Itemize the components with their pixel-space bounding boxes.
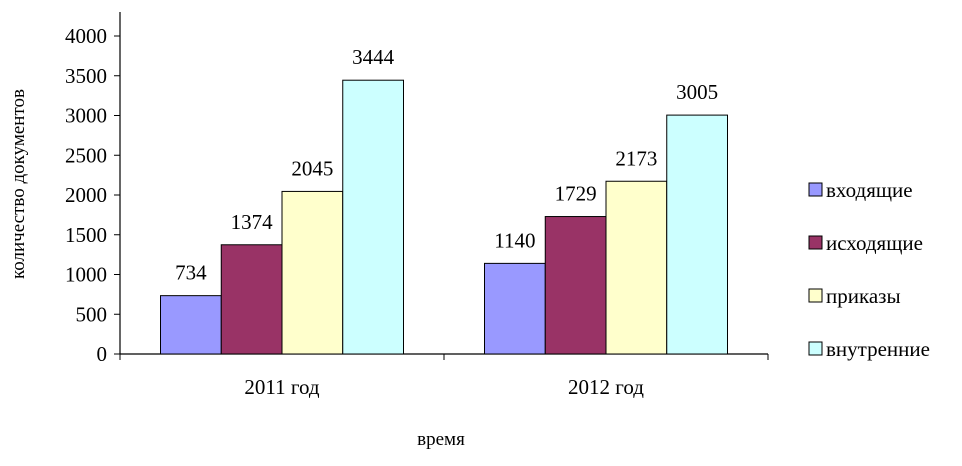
- bar: [281, 190, 344, 355]
- x-axis: 2011 год 2012 год: [119, 353, 769, 399]
- y-tick-label: 2500: [65, 143, 107, 167]
- legend-label: исходящие: [826, 231, 923, 255]
- data-label: 3005: [676, 80, 718, 104]
- legend-label: внутренние: [826, 337, 930, 361]
- bar: [544, 216, 607, 355]
- data-label: 2173: [615, 146, 657, 170]
- legend-label: приказы: [826, 284, 901, 308]
- bars: [160, 79, 728, 355]
- bar: [666, 114, 728, 355]
- y-tick-label: 1500: [65, 223, 107, 247]
- legend-swatch: [808, 235, 823, 250]
- y-axis-title: количество документов: [8, 89, 29, 279]
- y-tick-label: 500: [76, 302, 108, 326]
- y-tick-label: 0: [97, 342, 108, 366]
- bar: [160, 295, 222, 355]
- x-tick-label: 2012 год: [568, 375, 644, 399]
- data-label: 2045: [291, 156, 333, 180]
- legend-label: входящие: [826, 178, 913, 202]
- y-tick-label: 4000: [65, 24, 107, 48]
- y-tick-label: 2000: [65, 183, 107, 207]
- bar: [605, 180, 668, 355]
- data-label: 1374: [231, 210, 274, 234]
- x-axis-title: время: [417, 429, 465, 450]
- bar: [484, 262, 546, 355]
- bar: [342, 79, 404, 355]
- y-tick-label: 3500: [65, 64, 107, 88]
- legend-swatch: [808, 288, 823, 303]
- data-label: 734: [175, 261, 207, 285]
- y-tick-label: 1000: [65, 263, 107, 287]
- data-label: 3444: [352, 45, 395, 69]
- bar: [220, 244, 283, 355]
- legend-swatch: [808, 341, 823, 356]
- data-label: 1140: [494, 228, 535, 252]
- data-label: 1729: [555, 182, 597, 206]
- y-axis: 0 500 1000 1500 2000 2500 3000 3500 4000: [65, 12, 121, 366]
- legend-swatch: [808, 182, 823, 197]
- x-tick-label: 2011 год: [244, 375, 319, 399]
- data-labels: 734 1140 1374 1729 2045 2173 3444 3005: [175, 45, 718, 284]
- legend: входящие исходящие приказы внутренние: [808, 178, 930, 361]
- y-tick-label: 3000: [65, 104, 107, 128]
